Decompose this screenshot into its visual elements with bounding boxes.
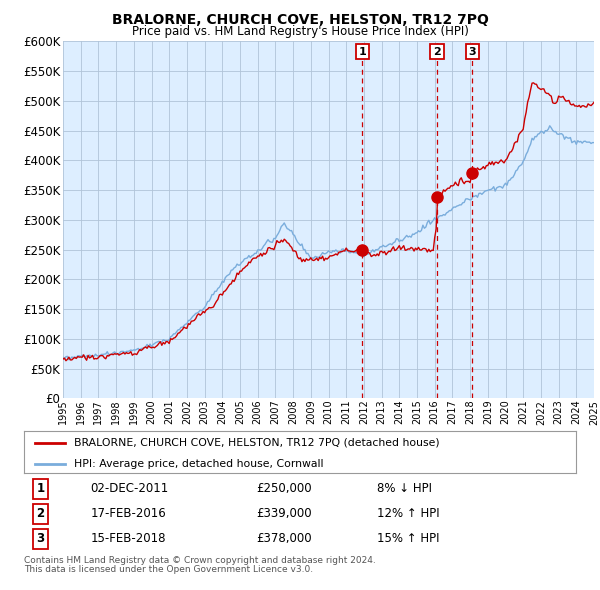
Text: 15% ↑ HPI: 15% ↑ HPI xyxy=(377,532,440,545)
Text: BRALORNE, CHURCH COVE, HELSTON, TR12 7PQ (detached house): BRALORNE, CHURCH COVE, HELSTON, TR12 7PQ… xyxy=(74,438,439,448)
Text: 8% ↓ HPI: 8% ↓ HPI xyxy=(377,483,432,496)
Text: 15-FEB-2018: 15-FEB-2018 xyxy=(90,532,166,545)
Text: Price paid vs. HM Land Registry's House Price Index (HPI): Price paid vs. HM Land Registry's House … xyxy=(131,25,469,38)
Text: £378,000: £378,000 xyxy=(256,532,311,545)
Text: 3: 3 xyxy=(469,47,476,57)
Text: 2: 2 xyxy=(37,507,44,520)
Text: Contains HM Land Registry data © Crown copyright and database right 2024.: Contains HM Land Registry data © Crown c… xyxy=(24,556,376,565)
Text: £339,000: £339,000 xyxy=(256,507,311,520)
Text: This data is licensed under the Open Government Licence v3.0.: This data is licensed under the Open Gov… xyxy=(24,565,313,574)
Text: 2: 2 xyxy=(433,47,441,57)
Text: 1: 1 xyxy=(359,47,367,57)
Text: 3: 3 xyxy=(37,532,44,545)
Text: 17-FEB-2016: 17-FEB-2016 xyxy=(90,507,166,520)
Text: HPI: Average price, detached house, Cornwall: HPI: Average price, detached house, Corn… xyxy=(74,459,323,469)
Text: 12% ↑ HPI: 12% ↑ HPI xyxy=(377,507,440,520)
Text: £250,000: £250,000 xyxy=(256,483,311,496)
Text: 02-DEC-2011: 02-DEC-2011 xyxy=(90,483,169,496)
Text: BRALORNE, CHURCH COVE, HELSTON, TR12 7PQ: BRALORNE, CHURCH COVE, HELSTON, TR12 7PQ xyxy=(112,13,488,27)
Text: 1: 1 xyxy=(37,483,44,496)
